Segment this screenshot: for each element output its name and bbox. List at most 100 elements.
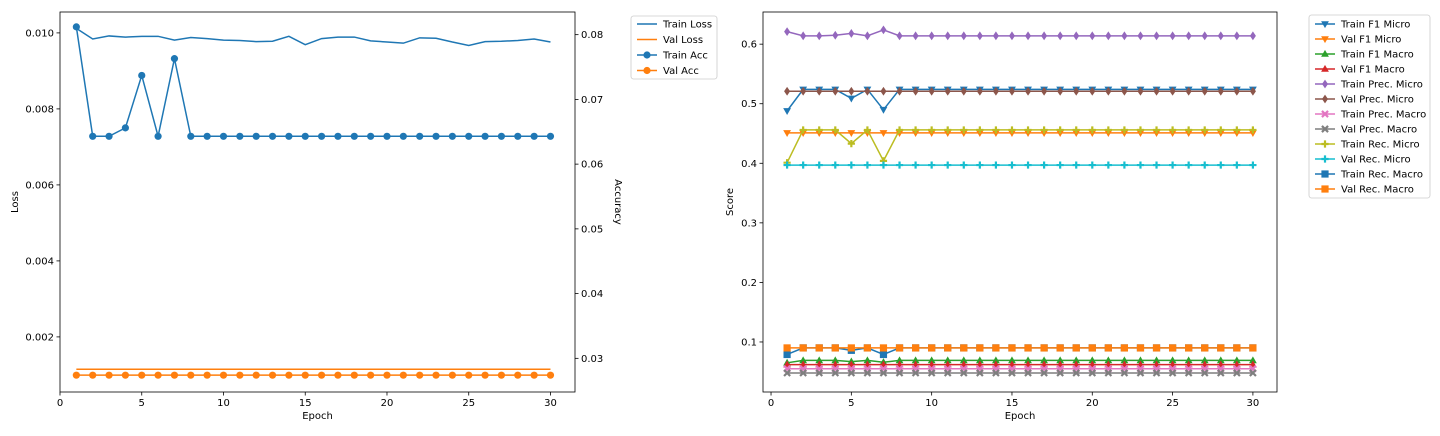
data-point-val-acc <box>89 371 97 379</box>
data-point-train-prec-micro <box>912 31 919 41</box>
score-chart: 0 5 10 15 20 25 30 0.1 0.2 0.3 0.4 0.5 0.6 Epoch Score… <box>725 11 1431 422</box>
data-point-train-acc <box>350 132 358 140</box>
data-point-val-rec-macro <box>992 344 1000 352</box>
data-point-val-rec-macro <box>863 344 872 352</box>
data-point-val-acc <box>268 371 277 379</box>
data-point-train-f1-macro <box>1120 356 1129 364</box>
data-point-train-f1-macro <box>911 356 920 364</box>
y2-tick-label: 0.04 <box>581 289 603 300</box>
data-point-val-prec-macro <box>1024 369 1032 377</box>
series-line-train-prec-micro <box>786 29 1253 37</box>
x-tick-label: 15 <box>1006 398 1019 409</box>
data-point-train-f1-macro <box>1184 356 1193 364</box>
x-tick-label: 0 <box>57 398 63 409</box>
data-point-val-prec-micro <box>944 86 951 96</box>
data-point-val-rec-macro <box>815 344 823 352</box>
data-point-val-f1-micro <box>879 130 888 138</box>
data-point-val-rec-micro <box>895 161 904 169</box>
data-point-train-acc <box>481 132 489 140</box>
data-point-val-prec-micro <box>992 86 999 96</box>
data-point-train-rec-micro <box>944 126 952 134</box>
legend-label-train-f1-macro: Train F1 Macro <box>1340 50 1414 61</box>
data-point-val-acc <box>121 371 129 379</box>
data-point-val-acc <box>465 371 473 379</box>
data-point-val-prec-micro <box>928 86 935 96</box>
data-point-train-f1-macro <box>992 356 1000 364</box>
data-point-train-f1-macro <box>1072 356 1081 364</box>
data-point-val-acc <box>219 371 228 379</box>
y2-tick-label: 0.08 <box>581 30 603 41</box>
data-point-train-acc <box>399 132 407 140</box>
data-point-val-prec-macro <box>976 369 984 377</box>
data-point-train-prec-micro <box>992 31 999 41</box>
data-point-val-rec-macro <box>911 344 920 352</box>
data-point-val-rec-macro <box>976 344 984 352</box>
data-point-val-f1-micro <box>1152 130 1161 138</box>
data-point-train-prec-micro <box>880 25 887 35</box>
data-point-train-rec-micro <box>911 126 920 134</box>
data-point-train-acc <box>317 132 326 140</box>
x-tick-label: 5 <box>848 398 854 409</box>
data-point-val-rec-micro <box>944 161 952 169</box>
data-point-val-prec-macro <box>943 369 952 377</box>
data-point-val-rec-macro <box>1185 344 1193 352</box>
data-point-train-prec-micro <box>816 31 823 41</box>
data-point-val-prec-micro <box>1233 86 1240 96</box>
legend-marker-train-prec-micro <box>1322 79 1328 89</box>
data-point-train-rec-micro <box>1168 126 1177 134</box>
data-point-train-acc <box>121 124 129 132</box>
data-point-val-rec-macro <box>1008 344 1016 352</box>
legend-marker-val-rec-micro <box>1321 155 1329 163</box>
data-point-train-f1-macro <box>1008 356 1016 364</box>
data-point-train-rec-micro <box>1040 126 1048 134</box>
data-point-train-prec-micro <box>896 31 903 41</box>
data-point-val-prec-macro <box>1200 369 1209 377</box>
data-point-val-acc <box>399 371 407 379</box>
data-point-train-f1-macro <box>1200 356 1209 364</box>
data-point-val-rec-micro <box>1217 161 1225 169</box>
y-tick-label: 0.010 <box>25 28 54 39</box>
data-point-train-f1-macro <box>1056 356 1065 364</box>
data-point-train-rec-micro <box>863 126 872 134</box>
legend-marker-train-f1-macro <box>1321 49 1329 57</box>
data-point-val-prec-micro <box>1089 86 1096 96</box>
data-point-train-f1-micro <box>879 106 888 114</box>
data-point-val-f1-micro <box>1056 130 1065 138</box>
data-point-val-f1-micro <box>1072 130 1081 138</box>
data-point-val-f1-micro <box>911 130 920 138</box>
data-point-train-f1-macro <box>1152 356 1161 364</box>
data-point-val-f1-micro <box>992 130 1000 138</box>
data-point-val-f1-micro <box>783 130 791 138</box>
data-point-train-acc <box>138 71 146 80</box>
data-point-val-acc <box>383 371 391 379</box>
data-point-val-f1-micro <box>847 130 856 138</box>
data-point-train-rec-micro <box>815 126 823 134</box>
data-point-val-prec-macro <box>1152 369 1161 377</box>
legend-marker-val-f1-macro <box>1321 64 1329 72</box>
data-point-train-f1-macro <box>1168 356 1177 364</box>
legend-marker-val-prec-macro <box>1321 125 1329 133</box>
data-point-val-prec-macro <box>1120 369 1129 377</box>
data-point-val-rec-macro <box>1088 344 1096 352</box>
data-point-train-rec-micro <box>1233 126 1241 134</box>
data-point-val-acc <box>105 371 113 379</box>
data-point-train-acc <box>465 132 473 140</box>
data-point-val-f1-micro <box>959 130 968 138</box>
data-point-val-rec-macro <box>1201 344 1209 352</box>
data-point-val-prec-micro <box>1057 86 1064 96</box>
data-point-val-rec-macro <box>1233 344 1241 352</box>
data-point-train-rec-macro <box>783 350 791 359</box>
data-point-val-prec-macro <box>783 369 791 377</box>
legend-marker-train-rec-micro <box>1321 140 1329 148</box>
data-point-val-prec-macro <box>1072 369 1081 377</box>
data-point-val-f1-micro <box>1008 130 1016 138</box>
data-point-val-prec-micro <box>784 86 791 96</box>
y2-tick-label: 0.06 <box>581 160 603 171</box>
y-tick-label: 0.008 <box>25 104 54 115</box>
data-point-train-rec-micro <box>1024 126 1032 134</box>
data-point-val-prec-micro <box>880 86 887 96</box>
data-point-train-acc <box>170 55 179 63</box>
legend-label-val-rec-micro: Val Rec. Micro <box>1341 155 1411 166</box>
data-point-train-rec-micro <box>1217 126 1225 134</box>
y-tick-label: 0.3 <box>741 218 757 229</box>
